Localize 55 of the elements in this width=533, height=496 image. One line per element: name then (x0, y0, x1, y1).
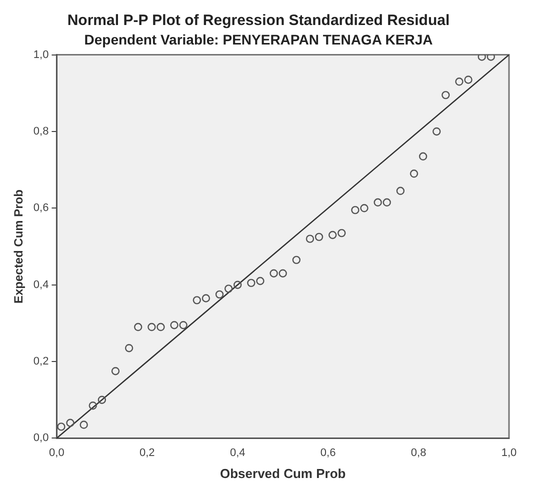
point (179, 320, 188, 330)
point (478, 54, 486, 61)
point (314, 232, 324, 242)
point (134, 322, 142, 332)
point (234, 280, 242, 289)
point (328, 230, 337, 240)
chart-title: Normal P-P Plot of Regression Standardized Residual (67, 12, 450, 30)
point (202, 294, 210, 302)
point (192, 296, 202, 304)
x-axis-title: Observed Cum Prob (220, 466, 346, 481)
point (66, 418, 74, 427)
point (464, 76, 472, 84)
point (124, 344, 134, 352)
point (418, 152, 428, 160)
y-tick-label: 0,2 (33, 356, 49, 368)
y-axis-title: Expected Cum Prob (12, 189, 26, 304)
point (486, 54, 496, 61)
point (88, 402, 97, 410)
point (338, 228, 346, 238)
point (278, 269, 287, 278)
y-tick-label: 0,8 (33, 126, 49, 138)
point (410, 170, 418, 178)
point (98, 396, 106, 404)
chart-subtitle: Dependent Variable: PENYERAPAN TENAGA KERJA (84, 31, 433, 48)
point (247, 278, 256, 288)
y-tick-label: 0,6 (33, 202, 49, 214)
point (382, 198, 391, 207)
x-tick-label: 1,0 (501, 446, 517, 459)
x-tick-label: 0,0 (49, 446, 64, 459)
point (396, 186, 405, 196)
point (374, 198, 382, 207)
x-tick-label: 0,8 (410, 446, 426, 459)
y-tick-label: 1,0 (33, 48, 49, 61)
point (57, 422, 66, 431)
point (215, 290, 224, 299)
point (351, 206, 360, 214)
x-tick-label: 0,6 (320, 446, 336, 459)
point (156, 322, 165, 332)
point (292, 256, 301, 264)
point (442, 90, 450, 100)
y-tick-label: 0,0 (33, 432, 49, 444)
point (360, 204, 368, 212)
point (80, 420, 88, 429)
point (170, 320, 178, 330)
point (432, 127, 441, 136)
x-tick-label: 0,4 (230, 446, 246, 459)
point (455, 78, 464, 86)
point (111, 367, 120, 376)
point (306, 234, 314, 243)
y-tick-label: 0,4 (33, 278, 49, 291)
point (148, 322, 156, 332)
x-tick-label: 0,2 (140, 446, 155, 459)
point (224, 284, 233, 293)
point (270, 269, 278, 278)
point (256, 276, 264, 286)
